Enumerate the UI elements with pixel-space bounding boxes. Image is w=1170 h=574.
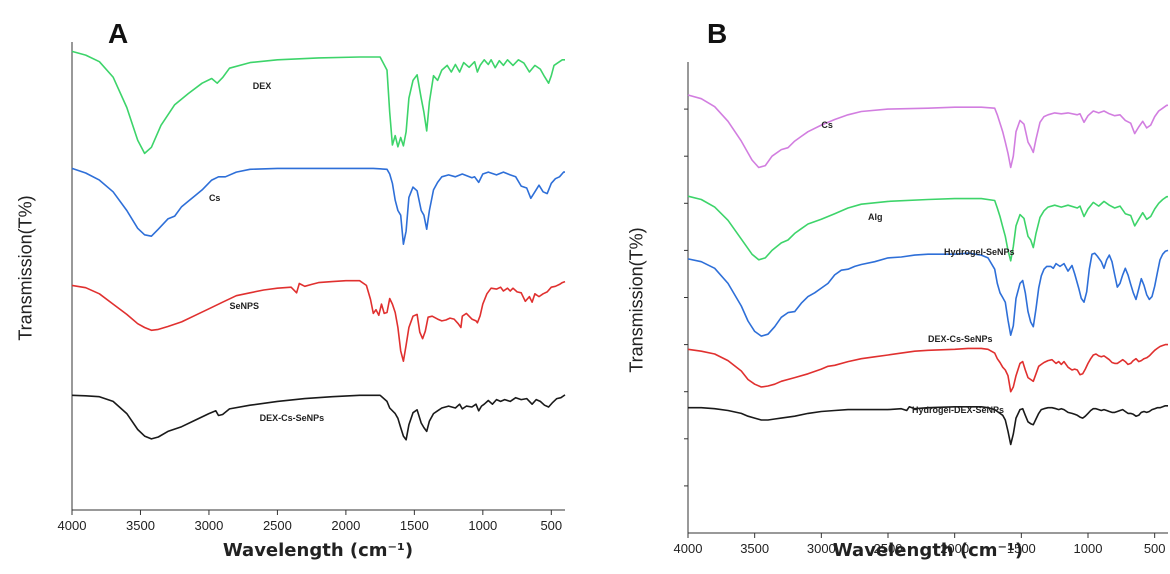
series-label: Cs <box>821 120 833 130</box>
series-line-dex <box>71 50 565 155</box>
x-tick-label: 1000 <box>1074 541 1103 556</box>
series-label: SeNPS <box>229 301 259 311</box>
series-label: DEX-Cs-SeNPs <box>260 413 325 423</box>
x-tick-label: 1000 <box>468 518 497 533</box>
x-tick-label: 2500 <box>263 518 292 533</box>
ftir-chart-b: 4000 3500 3000 2500 2000 1500 1000 500 Cs Alg Hydr… <box>674 62 1169 556</box>
series-line-senps <box>71 279 566 362</box>
series-line-cs <box>71 167 565 245</box>
series-line-alg <box>687 195 1168 262</box>
x-tick-label: 500 <box>1144 541 1166 556</box>
series-line-dex-cs-senps <box>687 343 1168 393</box>
series-line-cs <box>687 94 1168 169</box>
x-axis-label: Wavelength (cm⁻¹) <box>832 540 1024 561</box>
panel-label: A <box>108 18 129 49</box>
series-label: DEX <box>253 81 272 91</box>
series-label: Cs <box>209 193 221 203</box>
x-tick-label: 2000 <box>331 518 360 533</box>
x-tick-label: 500 <box>540 518 562 533</box>
ftir-chart-a: 4000 3500 3000 2500 2000 1500 1000 500 DEX Cs SeNP… <box>58 42 566 533</box>
chart-panel-a: A Transmission(T%) Wavelength (cm⁻¹) 400… <box>16 18 566 561</box>
series-line-hydrogel-senps <box>687 249 1169 337</box>
series-label: Hydrogel-DEX-SeNPs <box>912 405 1004 415</box>
series-label: DEX-Cs-SeNPs <box>928 334 993 344</box>
x-tick-label: 3500 <box>740 541 769 556</box>
chart-panel-b: B Transmission(T%) Wavelength (cm⁻¹) 400… <box>585 0 1170 574</box>
x-axis-label: Wavelength (cm⁻¹) <box>222 540 414 561</box>
series-label: Alg <box>868 212 883 222</box>
series-label: Hydrogel-SeNPs <box>944 247 1015 257</box>
series-line-hydrogel-dex-senps <box>688 405 1168 446</box>
x-tick-label: 1500 <box>400 518 429 533</box>
x-tick-label: 1500 <box>1007 541 1036 556</box>
x-tick-label: 4000 <box>58 518 87 533</box>
x-tick-label: 3000 <box>807 541 836 556</box>
panel-label: B <box>707 18 728 49</box>
x-tick-label: 3500 <box>126 518 155 533</box>
x-tick-label: 4000 <box>674 541 703 556</box>
x-tick-label: 3000 <box>194 518 223 533</box>
x-tick-label: 2000 <box>940 541 969 556</box>
series-line-dex-cs-senps <box>71 394 566 441</box>
x-tick-label: 2500 <box>874 541 903 556</box>
